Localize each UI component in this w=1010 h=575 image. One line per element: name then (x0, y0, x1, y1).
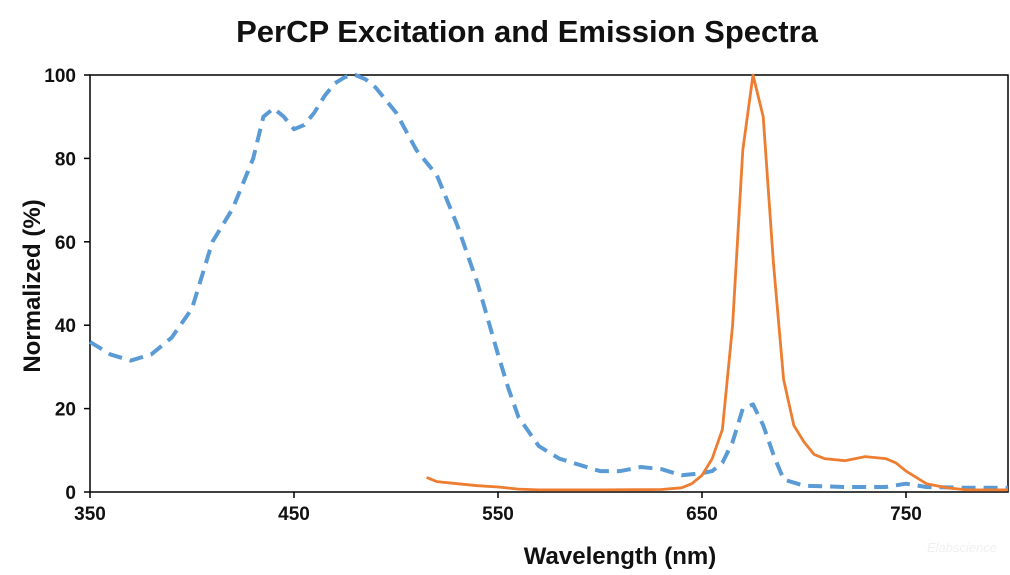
series-line-2 (427, 75, 1008, 490)
plot-border (90, 75, 1008, 492)
axis-ticks: 350 450 550 650 750 0 20 40 60 80 100 (44, 66, 922, 525)
x-tick-label: 450 (278, 504, 310, 525)
x-tick-label: 350 (74, 504, 106, 525)
y-tick-label: 60 (55, 233, 76, 254)
y-axis-title: Normalized (%) (19, 199, 46, 372)
x-tick-label: 750 (890, 504, 922, 525)
y-tick-label: 100 (44, 66, 76, 87)
y-tick-label: 40 (55, 316, 76, 337)
watermark-text: Elabscience (927, 540, 997, 555)
plot-area (90, 75, 1008, 492)
y-tick-label: 20 (55, 400, 76, 421)
x-tick-label: 550 (482, 504, 514, 525)
x-axis-title: Wavelength (nm) (524, 543, 716, 570)
series-line-1 (90, 75, 1008, 488)
chart-title: PerCP Excitation and Emission Spectra (236, 14, 818, 49)
x-tick-label: 650 (686, 504, 718, 525)
y-tick-label: 0 (65, 483, 76, 504)
y-tick-label: 80 (55, 149, 76, 170)
